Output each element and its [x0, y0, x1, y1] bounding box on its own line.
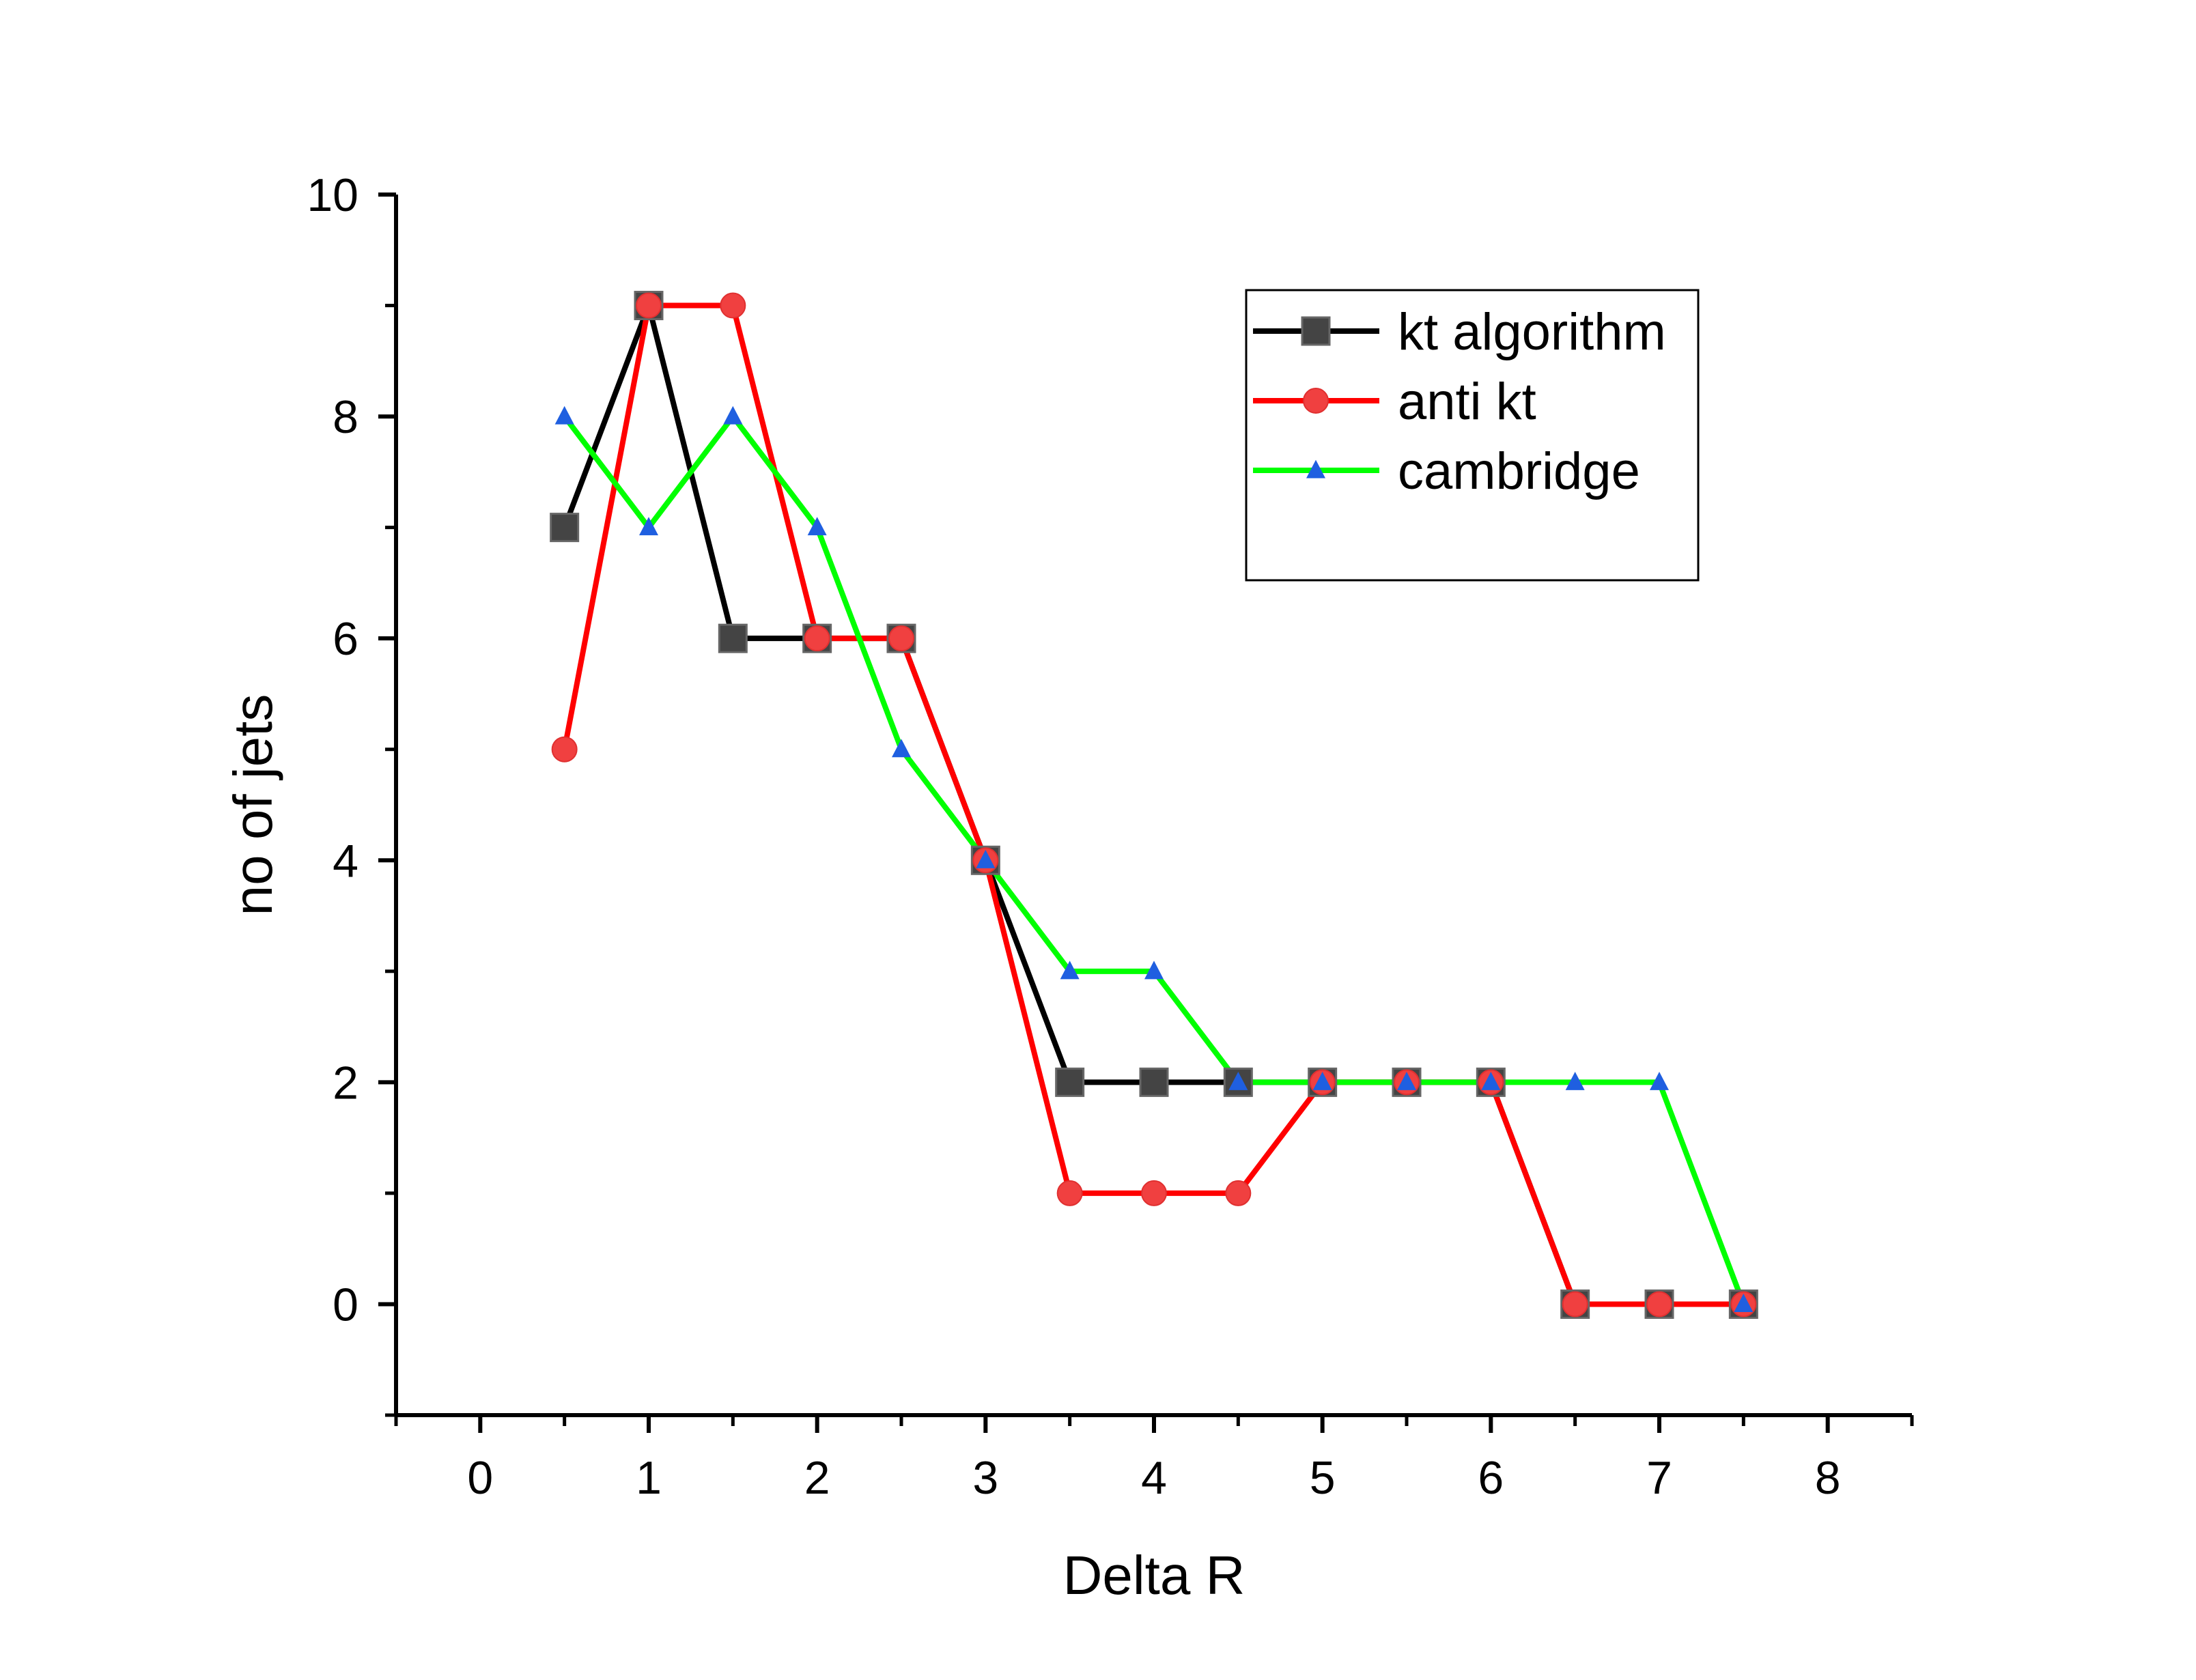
series-markers: [550, 291, 1758, 1319]
data-point-cambridge: [1312, 1071, 1332, 1090]
legend-item: anti kt: [1253, 373, 1536, 431]
data-point-cambridge: [807, 517, 827, 536]
x-tick-label: 7: [1646, 1452, 1672, 1504]
data-point-cambridge: [554, 405, 574, 425]
data-point-cambridge: [1481, 1071, 1501, 1090]
legend-item: kt algorithm: [1253, 303, 1666, 361]
legend-marker-swatch: [1301, 316, 1331, 346]
x-tick-label: 4: [1141, 1452, 1167, 1504]
y-tick-label: 0: [333, 1279, 358, 1330]
legend-label: cambridge: [1398, 442, 1640, 500]
data-point-cambridge: [1228, 1071, 1248, 1090]
y-tick-label: 10: [307, 169, 358, 221]
data-point-anti-kt: [551, 736, 578, 763]
data-point-cambridge: [1060, 960, 1080, 980]
legend-label: anti kt: [1398, 373, 1536, 431]
y-tick-label: 8: [333, 391, 358, 443]
data-point-anti-kt: [1646, 1291, 1672, 1318]
data-point-cambridge: [976, 849, 996, 868]
data-point-kt-algorithm: [550, 513, 580, 543]
data-point-cambridge: [1144, 960, 1164, 980]
data-point-cambridge: [639, 517, 658, 536]
x-tick-label: 1: [636, 1452, 662, 1504]
data-point-anti-kt: [888, 625, 914, 652]
data-point-anti-kt: [1562, 1291, 1588, 1318]
x-tick-label: 5: [1310, 1452, 1336, 1504]
data-point-kt-algorithm: [718, 623, 748, 653]
legend-label: kt algorithm: [1398, 303, 1666, 361]
data-point-cambridge: [1397, 1071, 1416, 1090]
data-point-anti-kt: [720, 292, 746, 319]
data-point-cambridge: [1565, 1071, 1585, 1090]
x-tick-label: 0: [467, 1452, 493, 1504]
data-point-anti-kt: [1056, 1180, 1083, 1206]
x-ticks: 0 1 2 3 4 5 6 7 8: [394, 1415, 1914, 1504]
y-axis-title: no of jets: [223, 694, 283, 916]
x-axis-title: Delta R: [1063, 1545, 1245, 1606]
legend-items: kt algorithm anti kt cambridge: [1253, 303, 1666, 500]
legend-marker-swatch: [1303, 388, 1329, 414]
data-point-kt-algorithm: [1055, 1067, 1085, 1097]
legend-item: cambridge: [1253, 442, 1640, 500]
x-tick-label: 8: [1815, 1452, 1841, 1504]
data-point-anti-kt: [1225, 1180, 1252, 1206]
data-point-anti-kt: [636, 292, 662, 319]
x-tick-label: 3: [972, 1452, 998, 1504]
y-tick-label: 2: [333, 1057, 358, 1109]
legend-marker-swatch: [1306, 459, 1325, 479]
data-point-cambridge: [892, 739, 911, 758]
y-ticks: 0 2 4 6 8 10: [307, 169, 396, 1417]
legend: kt algorithm anti kt cambridge: [1245, 289, 1700, 582]
data-point-anti-kt: [1141, 1180, 1167, 1206]
data-point-anti-kt: [804, 625, 830, 652]
data-point-kt-algorithm: [1139, 1067, 1169, 1097]
data-point-cambridge: [1650, 1071, 1669, 1090]
data-point-cambridge: [1734, 1294, 1754, 1313]
y-tick-label: 4: [333, 835, 358, 887]
data-point-cambridge: [723, 405, 743, 425]
x-tick-label: 2: [804, 1452, 830, 1504]
x-tick-label: 6: [1478, 1452, 1504, 1504]
y-tick-label: 6: [333, 613, 358, 665]
